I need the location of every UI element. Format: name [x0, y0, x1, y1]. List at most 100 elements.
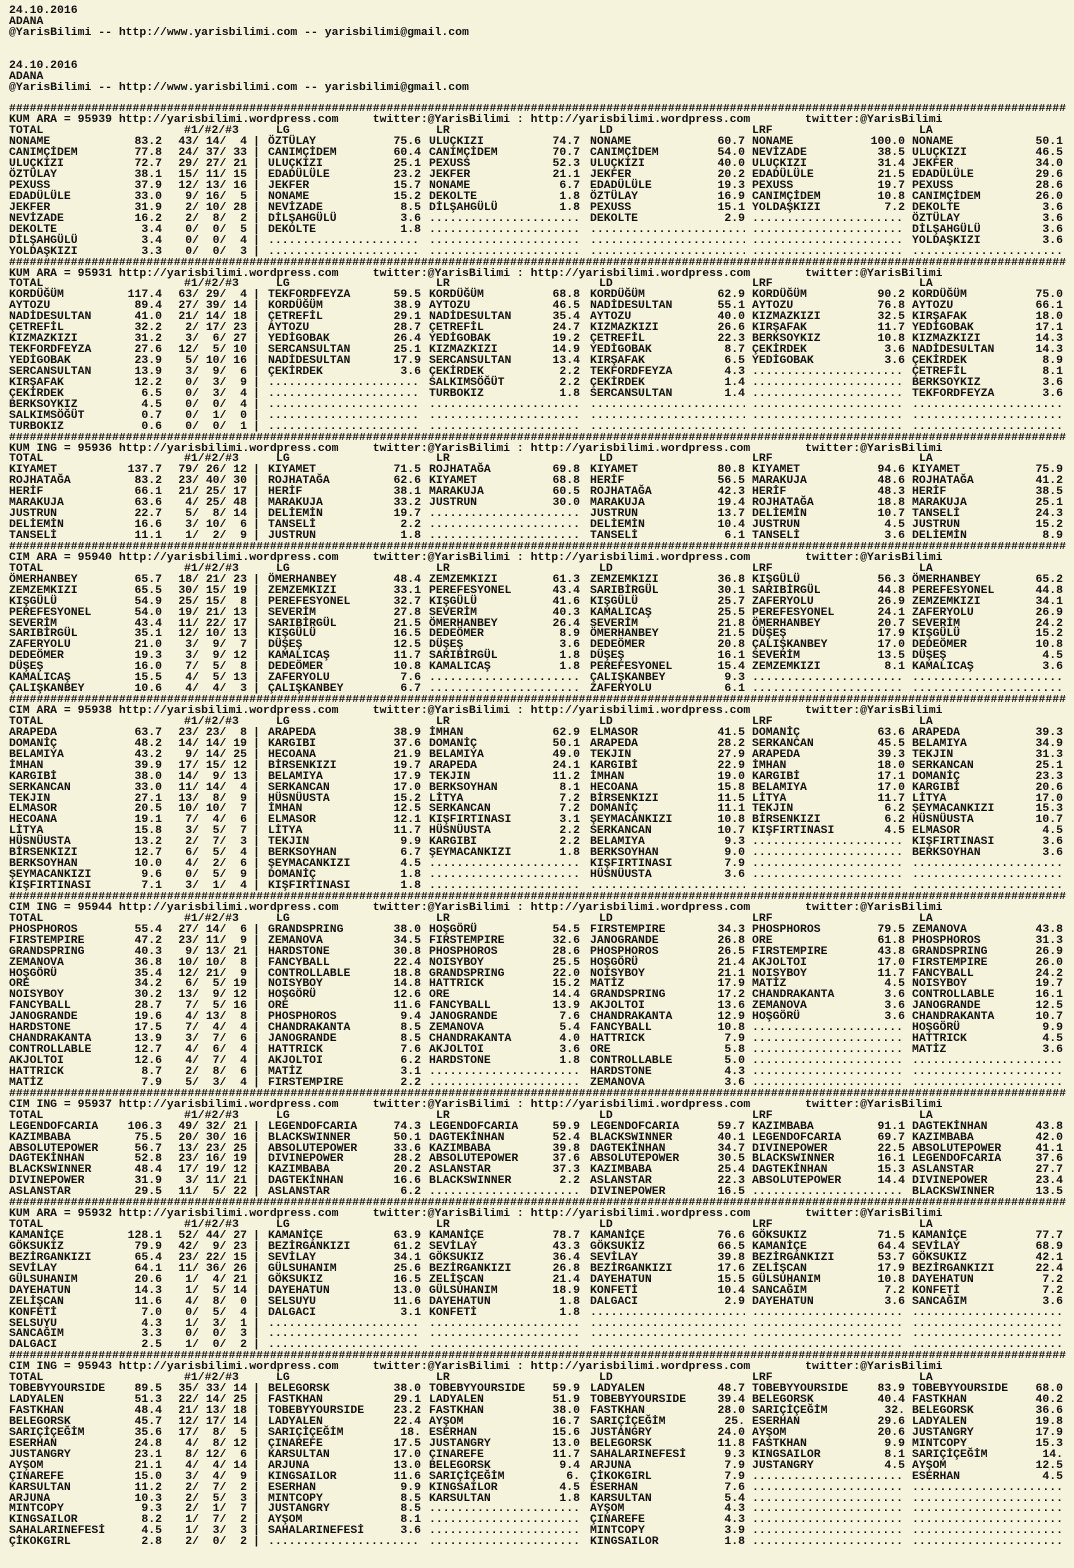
total-score: 72.7	[134, 157, 162, 171]
placings-count: 2/ 7/ 2	[171, 1480, 247, 1494]
la-value: 26.9	[1035, 605, 1063, 619]
la-value: 7.2	[1042, 1283, 1063, 1297]
la-value: 40.2	[1035, 1393, 1063, 1407]
placings-count: 0/ 0/ 1	[171, 419, 247, 433]
placings-count: 21/ 25/ 17	[171, 485, 247, 499]
ld-name: LEGENDOFCARIA	[590, 1119, 680, 1133]
column-divider: |	[253, 397, 260, 411]
lg-value: 6.7	[400, 682, 421, 696]
la-name: SARIÇİÇEĞİM	[912, 1447, 988, 1461]
la-value: 8.9	[1042, 529, 1063, 542]
la-empty: ........................................	[912, 859, 1063, 871]
lr-name: PHOSPHOROS	[429, 944, 498, 958]
ld-value: 34.3	[717, 922, 745, 936]
ld-name: KONFETİ	[590, 1283, 639, 1297]
ld-name: ZEMANOVA	[590, 1075, 645, 1089]
lg-name: DOMANİÇ	[268, 868, 317, 882]
lrf-value: 61.8	[877, 933, 905, 947]
column-counts: #1/#2/#3	[184, 911, 239, 925]
separator-line: ########################################…	[0, 542, 1074, 553]
lg-name: SAHALARINEFESİ	[268, 1524, 365, 1538]
lg-name: SEVERİM	[268, 605, 317, 619]
lr-name: SEVERİM	[429, 605, 478, 619]
column-divider: |	[253, 1502, 260, 1516]
lr-value: 68.8	[552, 288, 580, 302]
lrf-name: DELİEMİN	[752, 507, 807, 521]
lr-name: DAGTEKİNHAN	[429, 1130, 505, 1144]
lrf-value: 10.8	[877, 332, 905, 346]
placings-count: 0/ 3/ 4	[171, 386, 247, 400]
lg-name: NEVİZADE	[268, 200, 323, 214]
lrf-name: LEGENDOFCARIA	[752, 1130, 842, 1144]
column-counts: #1/#2/#3	[184, 124, 239, 138]
lr-name: KARGIBI	[429, 835, 478, 849]
lr-value: 37.3	[552, 1163, 580, 1177]
table-row: LEGENDOFCARIA 106.3 49/ 32/ 21 | LEGENDOFCA…	[0, 1119, 1074, 1133]
placings-count: 11/ 36/ 26	[171, 1261, 247, 1275]
horse-name: SELSUYU	[9, 1316, 58, 1330]
ld-value: 60.7	[717, 135, 745, 149]
total-score: 7.9	[141, 1075, 162, 1089]
la-name: DÜŞEŞ	[912, 649, 947, 663]
lg-name: BLACKSWINNER	[268, 1130, 351, 1144]
lrf-empty: ........................................	[752, 1307, 905, 1319]
column-header: TOTAL #1/#2/#3 LG LR LD LRF LA	[0, 1372, 1074, 1384]
ld-name: NONAME	[590, 135, 632, 149]
la-value: 15.2	[1035, 627, 1063, 641]
placings-count: 4/ 4/ 3	[171, 682, 247, 696]
lg-name: KARGIBI	[268, 736, 317, 750]
lrf-name: ÇALIŞKANBEY	[752, 638, 828, 652]
ld-name: SEVİLAY	[590, 1250, 639, 1264]
lrf-name: KINGSAILOR	[752, 1447, 821, 1461]
column-divider: |	[253, 1294, 260, 1308]
column-divider: |	[253, 638, 260, 652]
lr-name: JUSTANGRY	[429, 1436, 491, 1450]
total-score: 7.1	[141, 879, 162, 892]
la-name: PHOSPHOROS	[912, 933, 981, 947]
lrf-value: 40.4	[877, 1393, 905, 1407]
lr-empty: ........................................	[429, 410, 580, 422]
ld-name: ÇINAREFE	[590, 1513, 645, 1527]
lr-value: 13.0	[552, 1436, 580, 1450]
column-divider: |	[253, 1425, 260, 1439]
horse-name: LADYALEN	[9, 1393, 64, 1407]
la-name: GÖKSUKIZ	[912, 1250, 967, 1264]
ld-name: JANOGRANDE	[590, 933, 659, 947]
la-name: ULUÇKIZI	[912, 146, 967, 160]
table-row: DÜŞEŞ 16.0 7/ 5/ 8 | DEDEÖMER 10.8 KAMALICAŞ 1…	[0, 661, 1074, 673]
table-row: YEDİGOBAK 23.9 5/ 10/ 16 | NADİDESULTAN 17.9…	[0, 355, 1074, 367]
column-ld: LD	[599, 714, 613, 728]
section-title: KUM ARA = 95931 http://yarisbilimi.wordp…	[0, 267, 1074, 280]
la-name: ZAFERYOLU	[912, 605, 974, 619]
horse-name: KORDÜĞÜM	[9, 288, 64, 302]
lrf-name: DAYEHATUN	[752, 1294, 814, 1308]
horse-name: JEKFER	[9, 200, 51, 214]
lrf-value: 24.1	[877, 605, 905, 619]
lg-name: ARAPEDA	[268, 725, 317, 739]
lg-value: 74.3	[393, 1119, 421, 1133]
table-row: KAMANİÇE 128.1 52/ 44/ 27 | KAMANİÇE 63.9 KAM…	[0, 1230, 1074, 1242]
ld-value: 16.5	[717, 1185, 745, 1199]
lrf-name: SANCAĞIM	[752, 1283, 807, 1297]
table-row: ARJUNA 10.3 2/ 5/ 3 | MINTCOPY 8.5 KARSULTAN 1…	[0, 1492, 1074, 1505]
ld-name: CANIMÇİDEM	[590, 146, 659, 160]
lrf-empty: ........................................	[752, 1066, 905, 1078]
horse-name: HÜSNÜUSTA	[9, 835, 71, 849]
ld-value: 41.5	[717, 725, 745, 739]
lg-value: 1.8	[400, 868, 421, 882]
placings-count: 12/ 21/ 9	[171, 966, 247, 980]
column-divider: |	[253, 135, 260, 149]
total-score: 31.9	[134, 1174, 162, 1188]
la-empty: ........................................	[912, 881, 1063, 892]
lg-value: 20.2	[393, 1163, 421, 1177]
lg-name: LADYALEN	[268, 1414, 323, 1428]
table-row: PEXUSS 37.9 12/ 13/ 16 | JEKFER 15.7 NONAME 6.…	[0, 180, 1074, 192]
lrf-empty: ........................................	[752, 421, 905, 433]
lrf-name: CHANDRAKANTA	[752, 988, 835, 1002]
ld-name: ÇEKİRDEK	[590, 375, 645, 389]
lg-value: 25.6	[393, 1261, 421, 1275]
lr-name: AKJOLTOI	[429, 1043, 484, 1057]
ld-value: 7.6	[724, 1480, 745, 1494]
report-date: 24.10.2016	[9, 4, 78, 17]
lr-value: 1.8	[559, 846, 580, 860]
